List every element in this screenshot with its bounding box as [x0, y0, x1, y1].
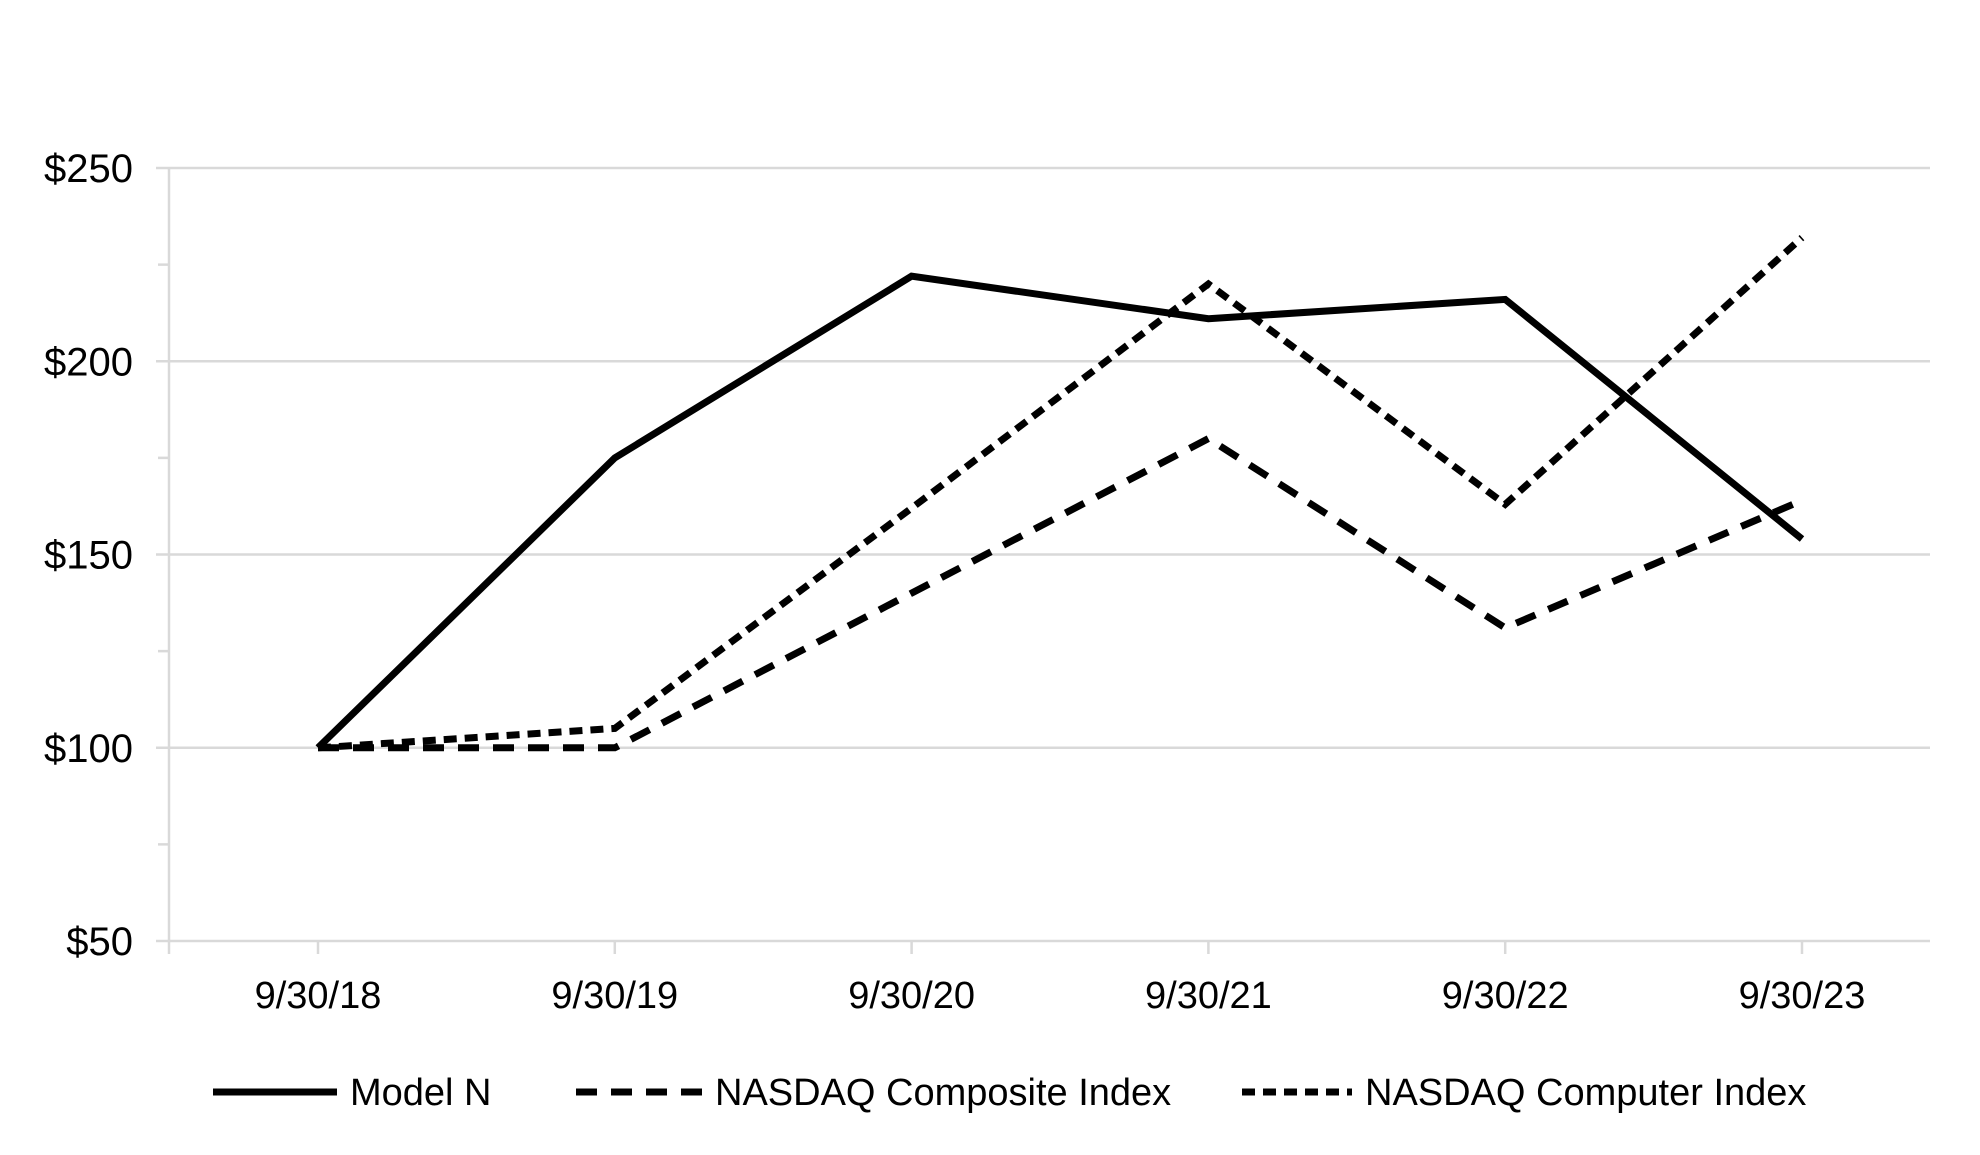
legend-label: NASDAQ Composite Index	[715, 1072, 1171, 1114]
legend-item-nasdaq-computer-index: NASDAQ Computer Index	[1242, 1072, 1806, 1114]
y-axis-label: $100	[44, 727, 133, 771]
y-axis-label: $150	[44, 534, 133, 578]
x-axis-label: 9/30/21	[1145, 975, 1272, 1017]
x-axis-label: 9/30/22	[1442, 975, 1569, 1017]
series-line-nasdaq-composite-index	[318, 434, 1804, 752]
series-line-nasdaq-computer-index	[317, 234, 1805, 752]
legend-item-nasdaq-composite-index: NASDAQ Composite Index	[576, 1072, 1171, 1114]
legend-label: NASDAQ Computer Index	[1365, 1072, 1806, 1114]
y-axis	[156, 166, 171, 954]
y-axis-labels: $50 $100 $150 $200 $250	[44, 147, 133, 964]
x-axis-labels: 9/30/18 9/30/19 9/30/20 9/30/21 9/30/22 9/30/…	[255, 975, 1866, 1017]
x-axis-label: 9/30/23	[1739, 975, 1866, 1017]
series-line-model-n	[315, 272, 1805, 751]
x-axis-label: 9/30/18	[255, 975, 382, 1017]
series-lines	[315, 234, 1805, 752]
x-axis-label: 9/30/20	[848, 975, 975, 1017]
x-axis-ticks	[316, 941, 1804, 954]
y-axis-label: $250	[44, 147, 133, 191]
y-axis-label: $50	[66, 920, 133, 964]
legend-label: Model N	[350, 1072, 492, 1114]
legend-item-model-n: Model N	[213, 1072, 492, 1114]
x-axis-label: 9/30/19	[551, 975, 678, 1017]
y-axis-label: $200	[44, 340, 133, 384]
gridlines	[169, 166, 1930, 943]
legend: Model N NASDAQ Composite Index NASDAQ Comp…	[213, 1072, 1806, 1114]
